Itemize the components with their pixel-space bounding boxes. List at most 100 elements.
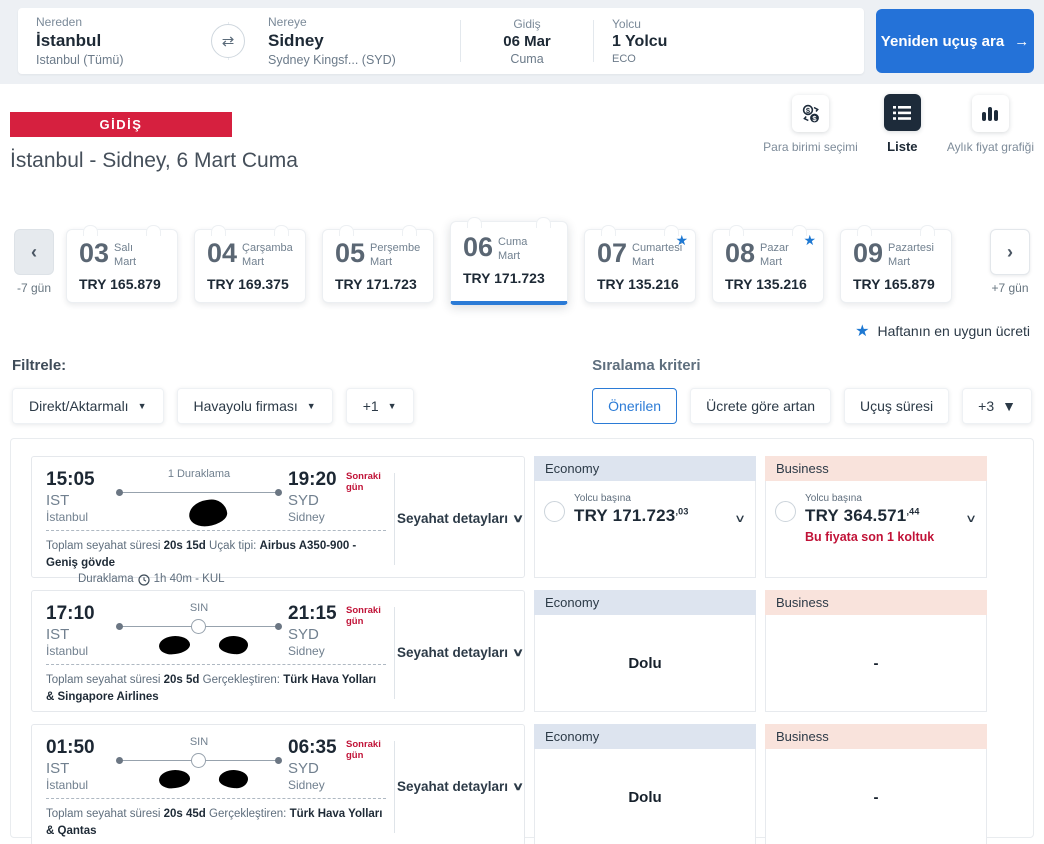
search-again-button[interactable]: Yeniden uçuş ara → (876, 9, 1034, 73)
economy-sold-out: Dolu (628, 654, 662, 672)
filter-label: Direkt/Aktarmalı (29, 398, 129, 414)
date-price: TRY 171.723 (335, 275, 417, 292)
economy-expand-chevron[interactable]: ∨ (734, 493, 747, 527)
date-weekday: Perşembe Mart (370, 242, 421, 268)
flight-info-card: 01:50 IST İstanbul SIN (31, 724, 525, 844)
sort-group: Sıralama kriteri Önerilen Ücrete göre ar… (592, 357, 1032, 424)
departure-code: IST (46, 759, 70, 777)
economy-panel: Economy Dolu (534, 724, 756, 844)
destination-field[interactable]: Nereye Sidney Sydney Kingsf... (SYD) (250, 15, 460, 67)
departure-time: 17:10 (46, 603, 95, 624)
date-card-05[interactable]: 05 Perşembe Mart TRY 171.723 (322, 225, 434, 303)
stop-airport-code: SIN (189, 602, 209, 614)
prev-week-button[interactable]: ‹ (14, 229, 54, 275)
date-card-09[interactable]: 09 Pazartesi Mart TRY 165.879 (840, 225, 952, 303)
arrival-code: SYD (288, 625, 319, 643)
departure-code: IST (46, 625, 70, 643)
airline-logo (158, 768, 192, 790)
timeline-dot (275, 757, 282, 764)
next-week-button[interactable]: › (990, 229, 1030, 275)
flight-row-2: 17:10 IST İstanbul SIN (31, 590, 1033, 712)
business-price: TRY 364.571,44 (805, 506, 920, 525)
filter-title: Filtrele: (12, 357, 67, 374)
sort-label: Önerilen (608, 398, 662, 414)
departure-block: 17:10 IST İstanbul (46, 604, 110, 658)
currency-select-button[interactable]: $ $ Para birimi seçimi (763, 95, 858, 154)
filter-direct-dropdown[interactable]: Direkt/Aktarmalı ▼ (12, 388, 164, 424)
business-panel: Business Yolcu başına TRY 364.571,44 Bu … (765, 456, 987, 578)
date-weekday: Pazar Mart (760, 242, 789, 268)
duration-label: Toplam seyahat süresi (46, 674, 161, 686)
stopover-circle (191, 619, 206, 634)
info-label: Gerçekleştiren: (209, 808, 287, 820)
arrival-city: Sidney (288, 777, 325, 792)
date-card-08[interactable]: ★ 08 Pazar Mart TRY 135.216 (712, 225, 824, 303)
duration-label: Toplam seyahat süresi (46, 540, 161, 552)
filter-group: Filtrele: Direkt/Aktarmalı ▼ Havayolu fi… (12, 357, 414, 424)
list-icon (883, 94, 921, 131)
flight-footer: Toplam seyahat süresi 20s 45d Gerçekleşt… (46, 806, 386, 839)
sort-more-dropdown[interactable]: +3 ▼ (962, 388, 1032, 424)
swap-direction-button[interactable]: ⇄ (211, 24, 245, 58)
arrival-code: SYD (288, 491, 319, 509)
date-number: 08 (725, 238, 756, 268)
filter-airline-dropdown[interactable]: Havayolu firması ▼ (176, 388, 333, 424)
swap-icon: ⇄ (221, 33, 235, 50)
view-tools: $ $ Para birimi seçimi (763, 94, 1034, 154)
search-panel: Nereden İstanbul Istanbul (Tümü) ⇄ Nerey… (18, 8, 864, 74)
per-passenger-label: Yolcu başına (574, 493, 631, 504)
per-passenger-label: Yolcu başına (805, 493, 862, 504)
travel-details-link[interactable]: Seyahat detayları ∨ (394, 740, 524, 833)
monthly-price-chart-button[interactable]: Aylık fiyat grafiği (947, 95, 1034, 154)
next-day-badge: Sonraki gün (346, 739, 381, 761)
date-price: TRY 171.723 (463, 269, 545, 286)
airline-logo (187, 497, 229, 529)
economy-fare-radio[interactable] (544, 501, 565, 522)
date-field[interactable]: Gidiş 06 Mar Cuma (461, 17, 593, 66)
date-carousel: ‹ -7 gün 03 Salı Mart TRY 165.879 04 Çarş… (0, 207, 1044, 305)
stopover-value: 1h 40m - KUL (153, 573, 225, 586)
business-expand-chevron[interactable]: ∨ (965, 493, 978, 544)
dropdown-arrow-icon: ▼ (387, 401, 397, 411)
business-header: Business (765, 724, 987, 749)
clock-icon (138, 574, 150, 586)
list-view-button[interactable]: Liste (883, 94, 921, 154)
page-title: İstanbul - Sidney, 6 Mart Cuma (10, 149, 298, 172)
divider (46, 664, 386, 665)
arrival-city: Sidney (288, 643, 325, 658)
passenger-field[interactable]: Yolcu 1 Yolcu ECO (594, 17, 744, 65)
date-card-07[interactable]: ★ 07 Cumartesi Mart TRY 135.216 (584, 225, 696, 303)
travel-details-link[interactable]: Seyahat detayları ∨ (394, 606, 524, 699)
economy-price: TRY 171.723,03 (574, 506, 689, 525)
next-day-badge: Sonraki gün (346, 471, 381, 493)
business-fare-radio[interactable] (775, 501, 796, 522)
dropdown-arrow-icon: ▼ (306, 401, 316, 411)
origin-field[interactable]: Nereden İstanbul Istanbul (Tümü) (18, 15, 206, 67)
timeline-line (118, 492, 280, 493)
travel-details-link[interactable]: Seyahat detayları ∨ (394, 472, 524, 565)
date-weekday: Çarşamba Mart (242, 242, 293, 268)
filter-label: +1 (362, 398, 379, 414)
departure-block: 15:05 IST İstanbul (46, 470, 110, 524)
dropdown-arrow-icon: ▼ (137, 401, 147, 411)
chevron-right-icon: › (1007, 241, 1013, 262)
info-label: Gerçekleştiren: (202, 674, 280, 686)
sort-recommended-button[interactable]: Önerilen (592, 388, 678, 424)
date-card-03[interactable]: 03 Salı Mart TRY 165.879 (66, 225, 178, 303)
best-fare-star-icon: ★ (855, 323, 870, 340)
filter-more-dropdown[interactable]: +1 ▼ (345, 388, 414, 424)
sort-duration-button[interactable]: Uçuş süresi (844, 388, 950, 424)
destination-label: Nereye (268, 15, 307, 29)
divider (593, 20, 594, 62)
flight-info-card: 17:10 IST İstanbul SIN (31, 590, 525, 712)
date-card-04[interactable]: 04 Çarşamba Mart TRY 169.375 (194, 225, 306, 303)
date-card-06-selected[interactable]: 06 Cuma Mart TRY 171.723 (450, 217, 568, 305)
departure-block: 01:50 IST İstanbul (46, 738, 110, 792)
sort-price-asc-button[interactable]: Ücrete göre artan (690, 388, 832, 424)
airline-logo (218, 769, 249, 789)
divider (46, 530, 386, 531)
duration-value: 20s 45d (163, 808, 206, 820)
departure-code: IST (46, 491, 70, 509)
list-view-label: Liste (887, 139, 918, 154)
sort-label: Ücrete göre artan (706, 398, 816, 414)
